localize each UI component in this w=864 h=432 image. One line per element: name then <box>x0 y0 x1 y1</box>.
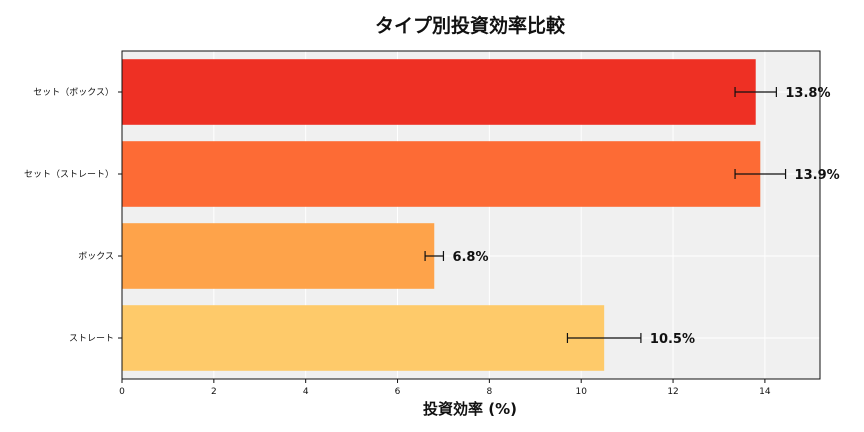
x-tick-label: 10 <box>575 387 587 397</box>
category-label: セット（ボックス） <box>33 87 114 98</box>
bar <box>122 141 761 207</box>
x-tick-label: 14 <box>759 387 771 397</box>
data-label: 6.8% <box>452 250 488 265</box>
bar <box>122 223 435 289</box>
x-tick-label: 8 <box>487 387 493 397</box>
data-label: 10.5% <box>650 332 695 347</box>
chart-title: タイプ別投資効率比較 <box>375 14 566 37</box>
x-tick-label: 0 <box>119 387 125 397</box>
x-tick-label: 12 <box>667 387 678 397</box>
x-tick-label: 4 <box>303 387 309 397</box>
bar <box>122 59 756 125</box>
category-label: セット（ストレート） <box>24 169 114 180</box>
bar <box>122 305 605 371</box>
data-label: 13.9% <box>795 168 840 183</box>
category-label: ストレート <box>69 334 114 344</box>
x-axis-label: 投資効率 (%) <box>423 400 517 418</box>
plot-frame <box>121 50 821 380</box>
x-tick-label: 2 <box>211 387 217 397</box>
data-label: 13.8% <box>785 86 830 101</box>
category-label: ボックス <box>78 251 114 262</box>
x-tick-label: 6 <box>395 387 401 397</box>
